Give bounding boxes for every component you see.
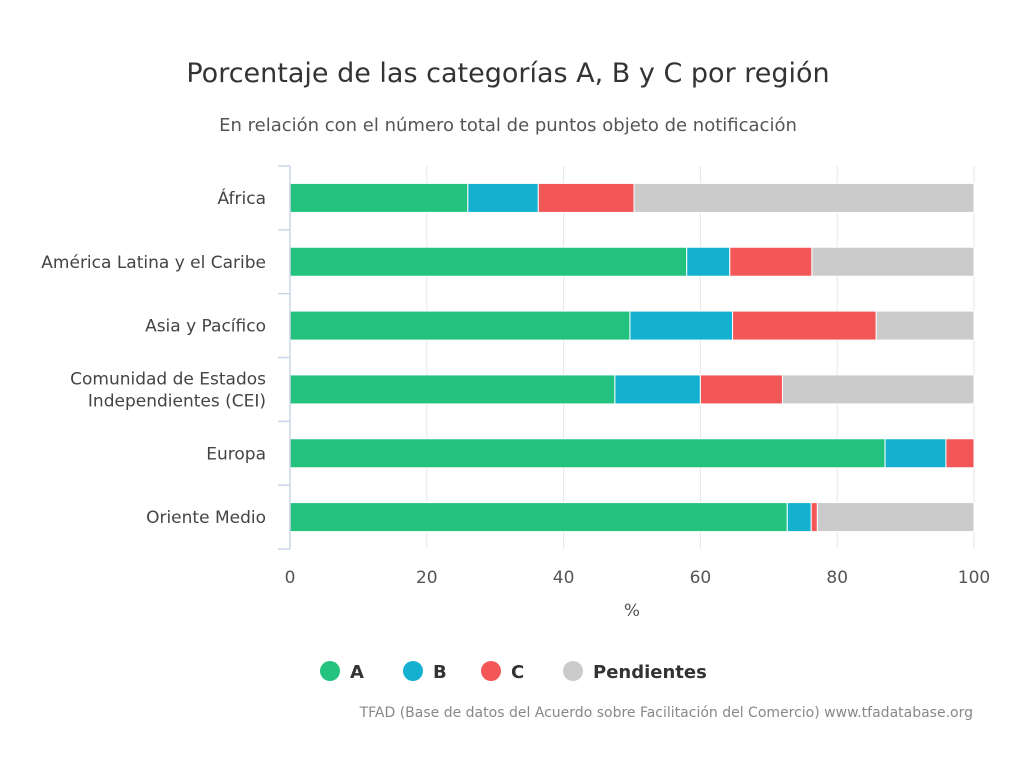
category-label-2: Asia y Pacífico [145,317,266,337]
chart-credits: TFAD (Base de datos del Acuerdo sobre Fa… [359,705,973,721]
category-label-3-0: Comunidad de Estados [70,369,266,389]
bar-c-3[interactable] [699,374,783,405]
legend-label-pendientes[interactable]: Pendientes [593,662,707,683]
category-label-3-1: Independientes (CEI) [88,391,266,411]
bars [289,182,975,533]
bar-pendientes-2[interactable] [875,310,975,341]
x-axis: 0 20 40 60 80 100 [285,568,991,588]
bar-pendientes-5[interactable] [816,502,975,533]
bar-c-5[interactable] [810,502,818,533]
bar-b-2[interactable] [629,310,734,341]
legend-label-c[interactable]: C [511,662,524,683]
category-label-0: África [218,187,267,209]
x-tick-label-80: 80 [826,568,848,588]
legend-label-a[interactable]: A [350,662,364,683]
bar-a-4[interactable] [289,438,886,469]
category-label-4: Europa [206,444,266,464]
x-tick-label-40: 40 [553,568,575,588]
bar-a-3[interactable] [289,374,616,405]
bar-b-4[interactable] [884,438,947,469]
bar-b-3[interactable] [614,374,701,405]
x-tick-label-0: 0 [285,568,296,588]
bar-c-0[interactable] [537,182,635,213]
legend-marker-pendientes[interactable] [563,661,583,681]
bar-pendientes-0[interactable] [633,182,975,213]
bar-b-0[interactable] [467,182,539,213]
y-axis: África América Latina y el Caribe Asia y P… [41,165,291,550]
bar-a-2[interactable] [289,310,631,341]
legend: A B C Pendientes [320,661,707,683]
x-tick-label-60: 60 [690,568,712,588]
legend-marker-a[interactable] [320,661,340,681]
bar-a-0[interactable] [289,182,469,213]
bar-a-1[interactable] [289,246,688,277]
chart-title: Porcentaje de las categorías A, B y C po… [186,58,829,89]
gridlines [426,166,975,549]
bar-b-1[interactable] [686,246,731,277]
bar-a-5[interactable] [289,502,788,533]
chart-subtitle: En relación con el número total de punto… [219,115,797,136]
legend-marker-c[interactable] [481,661,501,681]
x-axis-title: % [624,601,640,621]
legend-label-b[interactable]: B [433,662,447,683]
bar-c-1[interactable] [729,246,813,277]
bar-pendientes-3[interactable] [781,374,975,405]
category-label-1: América Latina y el Caribe [41,253,266,273]
bar-c-4[interactable] [945,438,975,469]
x-tick-label-20: 20 [416,568,438,588]
bar-c-2[interactable] [732,310,877,341]
bar-pendientes-1[interactable] [811,246,975,277]
category-label-5: Oriente Medio [146,508,266,528]
legend-marker-b[interactable] [403,661,423,681]
x-tick-label-100: 100 [958,568,990,588]
bar-b-5[interactable] [786,502,812,533]
